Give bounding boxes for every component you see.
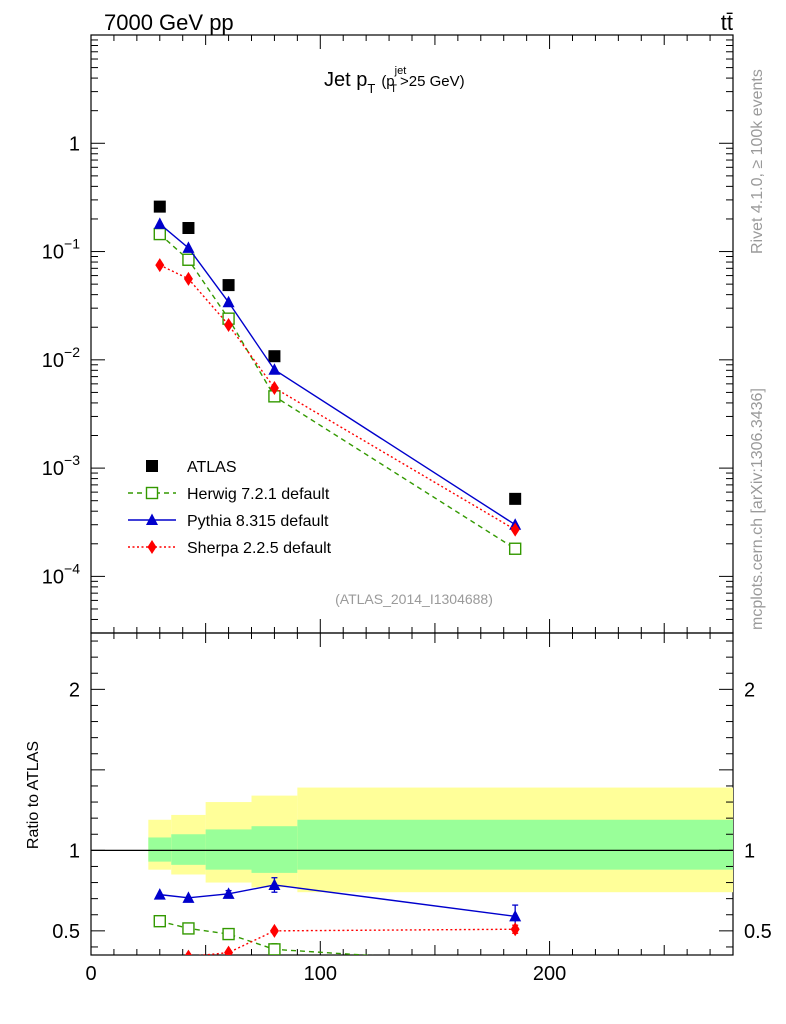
herwig-ratio-point (182, 922, 195, 935)
xtick-label: 200 (533, 963, 566, 985)
sherpa-ratio-point (224, 945, 234, 955)
herwig-ratio-line (159, 920, 375, 955)
main-ytick-label: 10−2 (42, 344, 80, 372)
atlas-main-point (182, 222, 195, 235)
ratio-ytick-label-right: 2 (744, 679, 755, 701)
pythia-ratio-point (182, 891, 195, 903)
pythia-main-point (153, 217, 166, 229)
sherpa-main-point (224, 317, 234, 332)
pythia-main-line (159, 223, 516, 526)
pythia-ratio-point (268, 878, 281, 890)
herwig-main-point (182, 253, 195, 266)
main-ytick-label: 1 (69, 133, 80, 155)
sherpa-ratio-point (155, 958, 164, 972)
atlas-main-point (509, 492, 522, 505)
pythia-ratio-point (222, 887, 235, 899)
ratio-band-inner (171, 834, 206, 865)
pythia-legend-marker (146, 513, 158, 525)
pythia-ratio-point (153, 888, 166, 900)
atlas-main-point (153, 200, 166, 213)
ratio-ytick-label-left: 0.5 (52, 921, 80, 943)
ratio-ytick-label-right: 1 (744, 840, 755, 862)
sherpa-ratio-point (510, 922, 520, 937)
herwig-ratio-point (268, 943, 281, 955)
atlas-main-point (222, 279, 235, 292)
pythia-main-point (182, 241, 195, 253)
pythia-main-point (222, 295, 235, 308)
pythia-main-point (268, 363, 281, 375)
atlas-legend-marker (146, 460, 158, 472)
rivet-label: Rivet 4.1.0, ≥ 100k events (749, 69, 766, 254)
ratio-band-inner (251, 826, 298, 873)
main-ytick-label: 10−4 (42, 560, 80, 588)
ratio-ylabel: Ratio to ATLAS (25, 741, 42, 849)
sherpa-main-point (269, 380, 279, 395)
pythia-ratio-point (509, 909, 522, 922)
ratio-ytick-label-left: 1 (69, 840, 80, 862)
herwig-legend-marker (145, 486, 159, 500)
main-ytick-label: 10−3 (42, 452, 80, 480)
herwig-main-point (508, 542, 522, 555)
herwig-ratio-point (153, 914, 166, 928)
herwig-ratio-point (510, 959, 521, 970)
pythia-legend-label: Pythia 8.315 default (187, 513, 329, 530)
xtick-label: 100 (304, 963, 337, 985)
herwig-ratio-point (222, 927, 235, 941)
sherpa-ratio-point (269, 923, 279, 938)
sherpa-main-point (155, 258, 165, 273)
energy-label: 7000 GeV pp (104, 10, 234, 35)
sherpa-legend-label: Sherpa 2.2.5 default (187, 540, 332, 557)
sherpa-ratio-line (197, 928, 516, 955)
sherpa-ratio-point (184, 949, 192, 955)
ratio-band-inner (148, 837, 172, 862)
ratio-band-inner (205, 829, 252, 870)
herwig-main-point (153, 227, 166, 241)
ratio-band-inner (297, 819, 733, 870)
main-ytick-label: 10−1 (42, 236, 80, 264)
ratio-ytick-label-right: 0.5 (744, 921, 772, 943)
xtick-label: 0 (85, 963, 96, 985)
herwig-legend-label: Herwig 7.2.1 default (187, 486, 330, 503)
sherpa-main-point (510, 522, 520, 537)
analysis-tag: (ATLAS_2014_I1304688) (335, 591, 493, 607)
atlas-main-point (268, 350, 281, 363)
sherpa-main-point (183, 271, 193, 286)
atlas-legend-label: ATLAS (187, 459, 237, 476)
plot-title: Jet pT (pjet T >25 GeV) (324, 65, 465, 96)
sherpa-legend-marker (147, 540, 157, 554)
mcplots-label: mcplots.cern.ch [arXiv:1306.3436] (749, 388, 766, 630)
ratio-ytick-label-left: 2 (69, 679, 80, 701)
process-label: tt̄ (721, 10, 733, 35)
